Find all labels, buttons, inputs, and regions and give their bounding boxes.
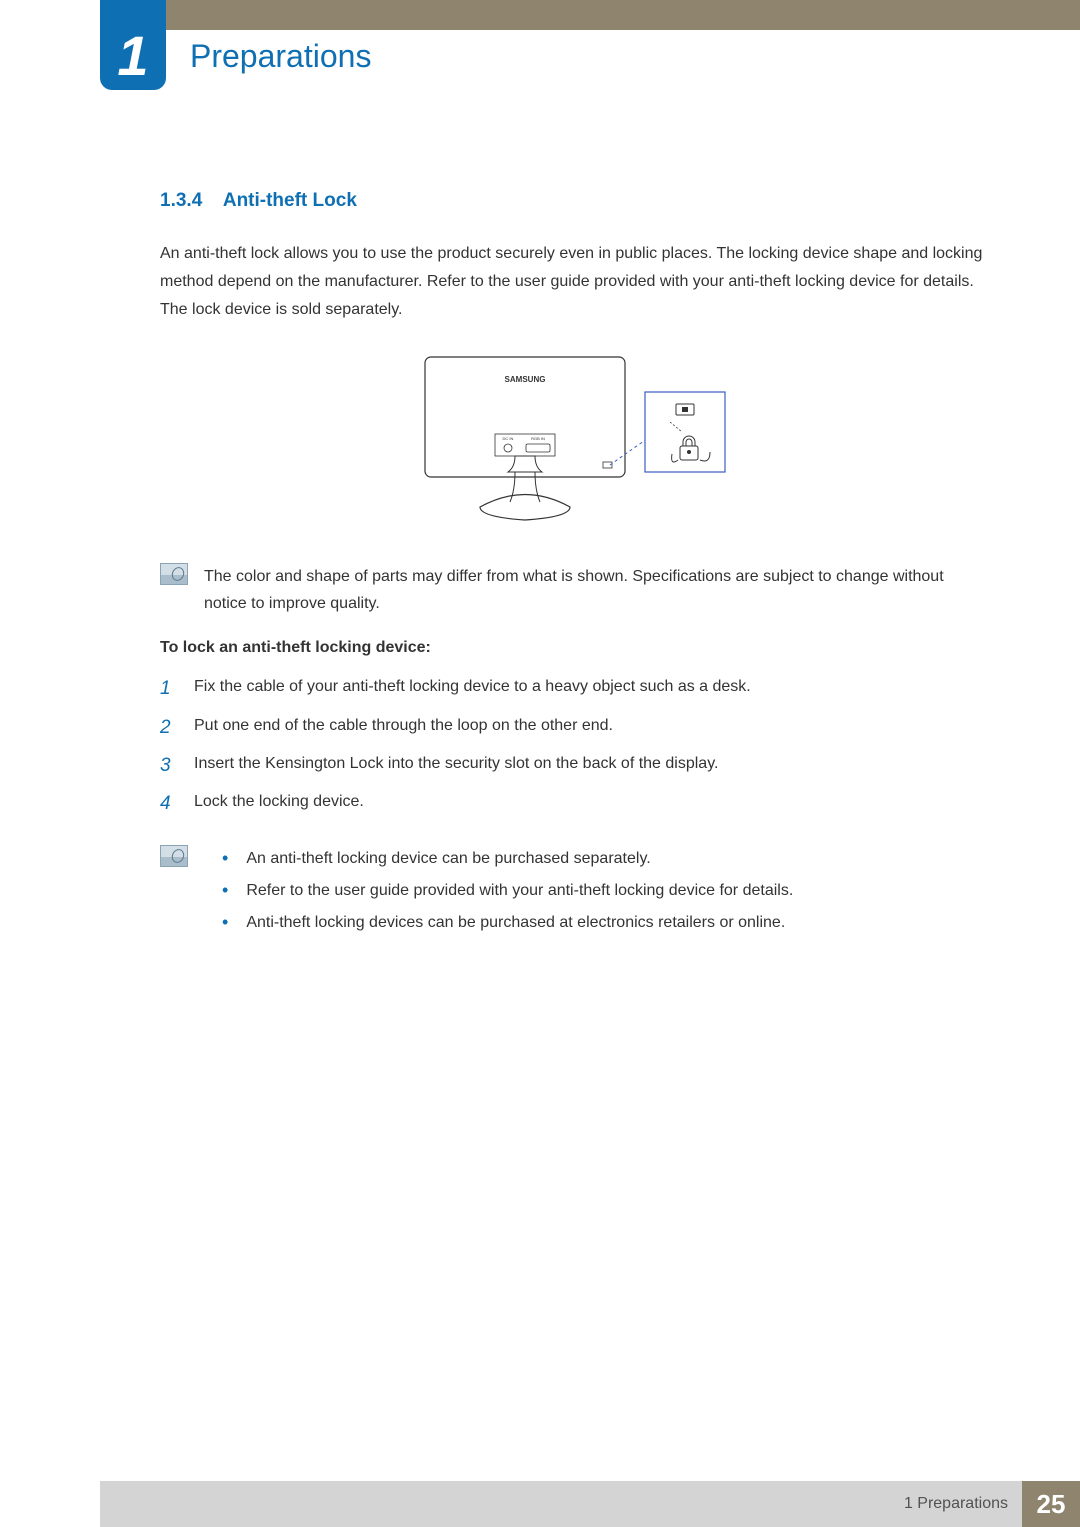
chapter-number: 1 — [117, 28, 148, 84]
note-bullet: Anti-theft locking devices can be purcha… — [204, 909, 990, 937]
step-item: 3 Insert the Kensington Lock into the se… — [160, 750, 990, 782]
section-number: 1.3.4 — [160, 190, 202, 211]
note-icon — [160, 845, 188, 867]
note-text-1: The color and shape of parts may differ … — [204, 563, 990, 617]
monitor-diagram: SAMSUNG DC IN RGB IN — [420, 352, 730, 537]
page-content: 1.3.4 Anti-theft Lock An anti-theft lock… — [160, 190, 990, 963]
footer-page-number: 25 — [1022, 1481, 1080, 1527]
step-number: 4 — [160, 788, 178, 820]
note-bullet: Refer to the user guide provided with yo… — [204, 877, 990, 905]
step-item: 1 Fix the cable of your anti-theft locki… — [160, 673, 990, 705]
intro-paragraph: An anti-theft lock allows you to use the… — [160, 240, 990, 324]
note-block-1: The color and shape of parts may differ … — [160, 563, 990, 617]
note-bullet: An anti-theft locking device can be purc… — [204, 845, 990, 873]
product-figure: SAMSUNG DC IN RGB IN — [160, 352, 990, 537]
svg-text:RGB IN: RGB IN — [531, 436, 545, 441]
step-text: Put one end of the cable through the loo… — [194, 712, 613, 744]
page-footer: 1 Preparations 25 — [100, 1481, 1080, 1527]
chapter-badge: 1 — [100, 0, 166, 90]
header-stripe — [100, 0, 1080, 30]
section-title: Anti-theft Lock — [223, 190, 357, 211]
step-number: 2 — [160, 712, 178, 744]
section-heading: 1.3.4 Anti-theft Lock — [160, 190, 990, 212]
step-text: Fix the cable of your anti-theft locking… — [194, 673, 751, 705]
note-icon — [160, 563, 188, 585]
step-text: Lock the locking device. — [194, 788, 364, 820]
note-bullet-list: An anti-theft locking device can be purc… — [204, 845, 990, 941]
step-item: 2 Put one end of the cable through the l… — [160, 712, 990, 744]
steps-list: 1 Fix the cable of your anti-theft locki… — [160, 673, 990, 820]
step-item: 4 Lock the locking device. — [160, 788, 990, 820]
note-block-2: An anti-theft locking device can be purc… — [160, 845, 990, 941]
footer-label: 1 Preparations — [100, 1481, 1022, 1527]
svg-text:DC IN: DC IN — [503, 436, 514, 441]
chapter-title: Preparations — [190, 38, 371, 75]
brand-label: SAMSUNG — [505, 375, 546, 384]
step-number: 1 — [160, 673, 178, 705]
step-number: 3 — [160, 750, 178, 782]
step-text: Insert the Kensington Lock into the secu… — [194, 750, 718, 782]
procedure-heading: To lock an anti-theft locking device: — [160, 639, 990, 657]
